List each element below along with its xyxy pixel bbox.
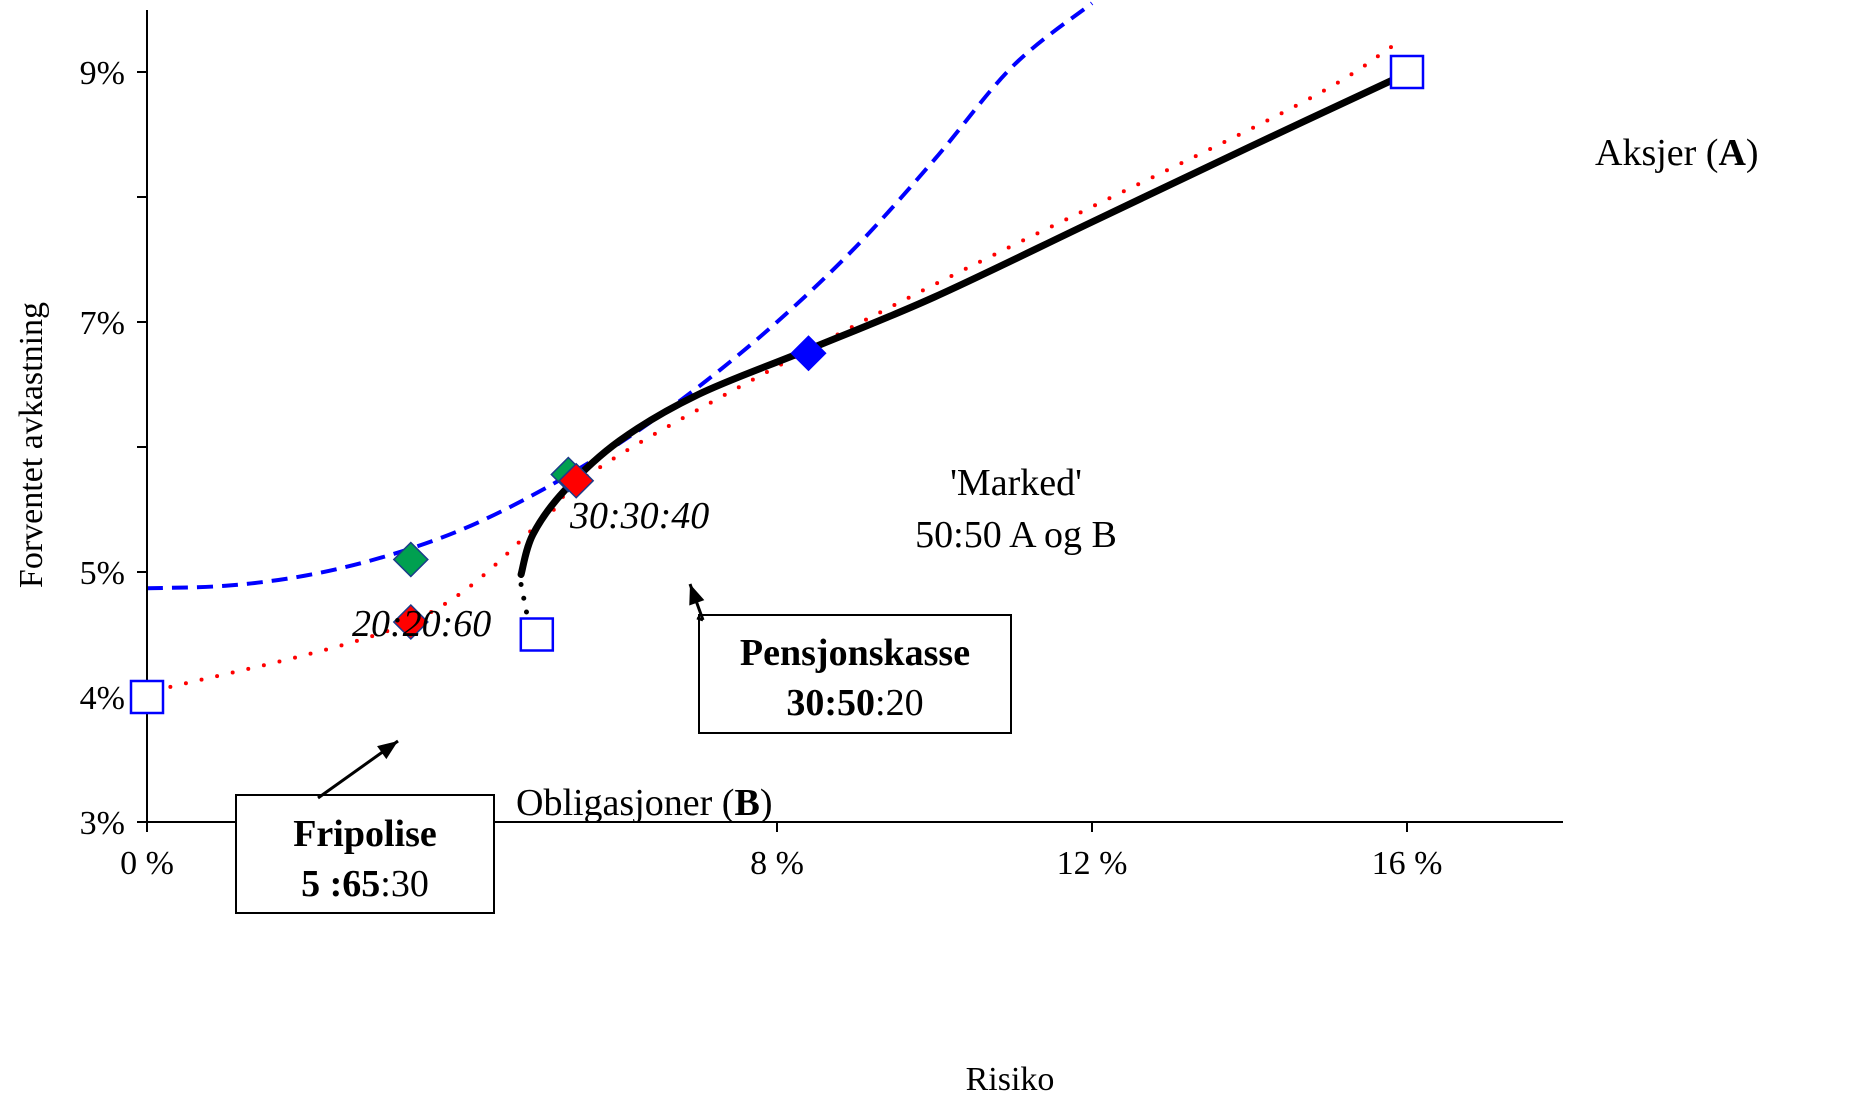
- series-line-solid: [517, 69, 1411, 578]
- y-tick-label: 7%: [80, 305, 125, 342]
- y-tick-label: 9%: [80, 55, 125, 92]
- label-30-30-40: 30:30:40: [569, 495, 709, 537]
- x-tick-label: 0 %: [120, 845, 174, 882]
- pensjonskasse-title: Pensjonskasse: [740, 632, 970, 674]
- x-axis-title: Risiko: [966, 1061, 1055, 1098]
- obligasjoner-label-bold: B: [734, 782, 759, 824]
- marker-20-20-60: [392, 541, 429, 578]
- series-line-dotted-short: [518, 582, 532, 627]
- x-tick-label: 8 %: [750, 845, 804, 882]
- aksjer-label: Aksjer (A): [1595, 132, 1759, 174]
- markers: [129, 54, 1425, 715]
- pensjonskasse-arrow-visible-line-head: [689, 584, 705, 606]
- y-tick-label: 5%: [80, 555, 125, 592]
- y-tick-label: 4%: [80, 680, 125, 717]
- marker-aksjer-a-: [1389, 54, 1425, 90]
- marker-marked: [790, 335, 827, 372]
- fripolise-callout: Fripolise 5 :65:30: [235, 794, 495, 914]
- obligasjoner-label-end: ): [760, 782, 773, 824]
- pensjonskasse-box: [698, 614, 1012, 734]
- marked-label-line1: 'Marked': [950, 462, 1082, 504]
- aksjer-label-bold: A: [1718, 132, 1746, 174]
- y-tick-label: 3%: [80, 805, 125, 842]
- aksjer-label-text: Aksjer (: [1595, 132, 1718, 174]
- marked-label-line2: 50:50 A og B: [915, 514, 1117, 556]
- marker-fripolise: [392, 603, 429, 641]
- fripolise-title: Fripolise: [293, 813, 437, 855]
- pensjonskasse-ratio: 30:50:20: [786, 682, 923, 724]
- marker-risikofri: [129, 679, 165, 715]
- fripolise-ratio: 5 :65:30: [301, 863, 429, 905]
- marker-pensjonskasse: [558, 462, 595, 499]
- arrows: [317, 583, 705, 800]
- pensjonskasse-ratio-bold: 30:50: [786, 682, 875, 724]
- pensjonskasse-ratio-rest: :20: [875, 682, 924, 724]
- fripolise-ratio-rest: :30: [380, 863, 429, 905]
- marker-obligasjoner-b-: [519, 617, 555, 652]
- x-tick-label: 12 %: [1057, 845, 1128, 882]
- obligasjoner-label-text: Obligasjoner (: [516, 782, 734, 824]
- fripolise-arrow-head: [377, 741, 398, 760]
- obligasjoner-label: Obligasjoner (B): [516, 782, 772, 824]
- fripolise-box: [235, 794, 495, 914]
- aksjer-label-end: ): [1746, 132, 1759, 174]
- label-20-20-60: 20:20:60: [352, 603, 491, 645]
- series-layer: [146, 1, 1411, 693]
- pensjonskasse-callout: Pensjonskasse 30:50:20: [698, 614, 1012, 734]
- axes: 0 %4 %8 %12 %16 %3%4%5%7%9%: [80, 10, 1563, 882]
- y-axis-title: Forventet avkastning: [13, 302, 50, 588]
- series-line-dotted: [152, 45, 1394, 693]
- x-tick-label: 16 %: [1372, 845, 1443, 882]
- fripolise-ratio-bold: 5 :65: [301, 863, 380, 905]
